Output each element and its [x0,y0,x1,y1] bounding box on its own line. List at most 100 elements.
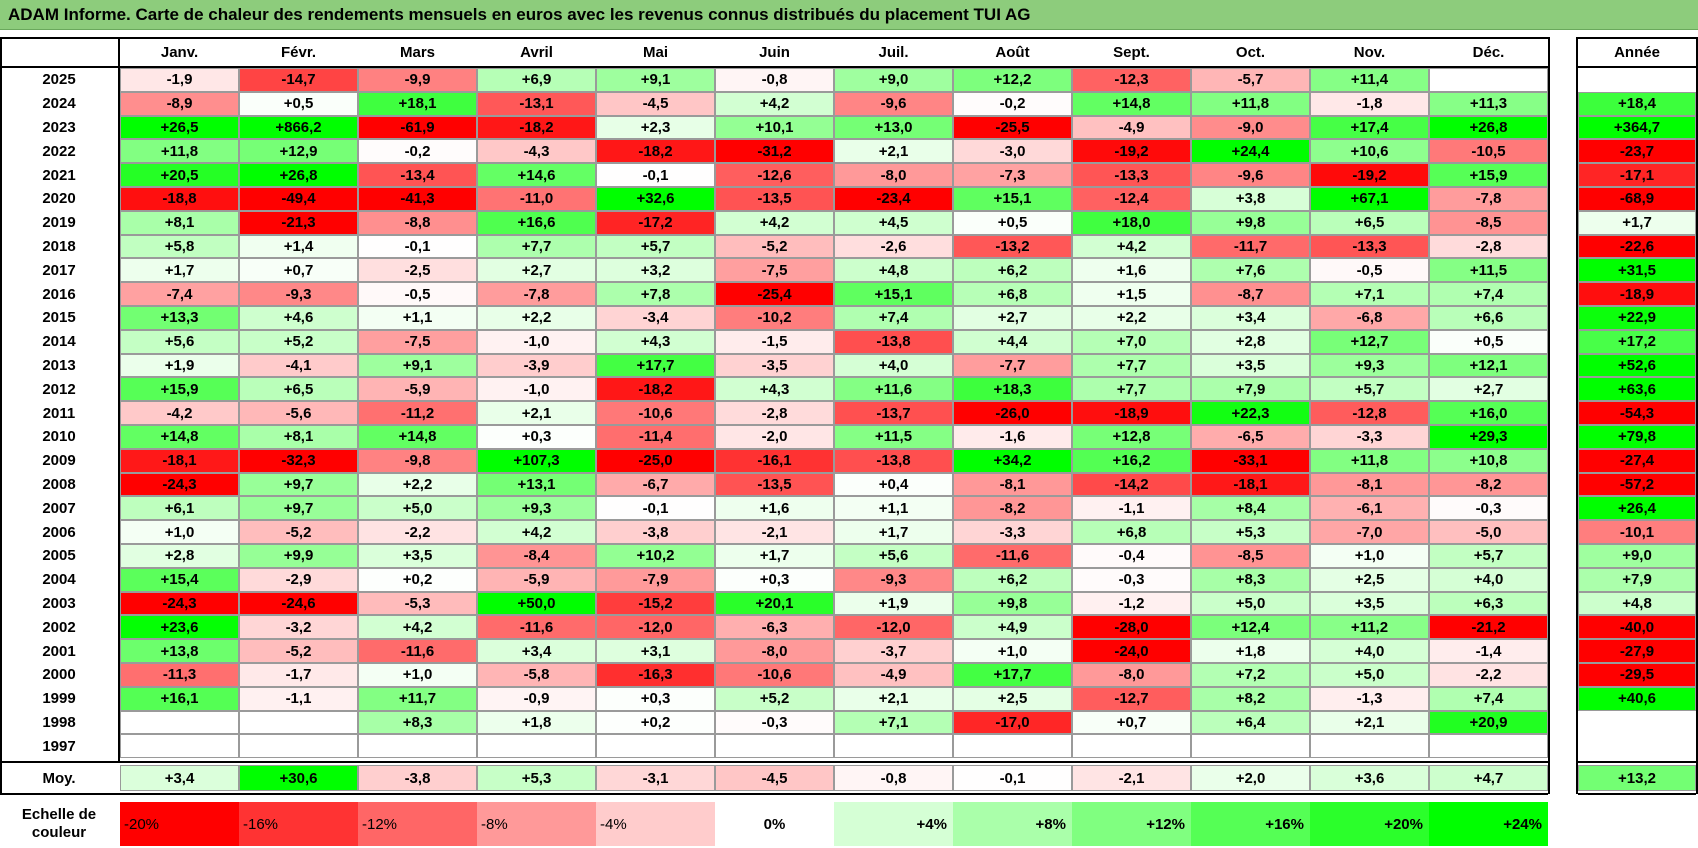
heatmap-cell: +0,3 [477,425,596,449]
heatmap-cell: -3,9 [477,353,596,378]
annual-cell [1578,734,1696,759]
heatmap-cell: -12,8 [1310,401,1429,425]
heatmap-cell: -1,7 [239,663,358,687]
header-top-rule [0,37,1548,39]
heatmap-cell: +7,2 [1191,663,1310,687]
heatmap-cell: +5,6 [834,544,953,568]
heatmap-cell: +2,3 [596,115,715,140]
heatmap-cell: -0,1 [358,234,477,259]
heatmap-cell: +7,1 [834,710,953,735]
heatmap-cell: +4,9 [953,615,1072,640]
heatmap-cell: +4,3 [596,329,715,354]
heatmap-cell: -3,8 [596,520,715,544]
heatmap-cell: +2,7 [1429,377,1548,402]
annual-cell: -23,7 [1578,139,1696,164]
heatmap-cell: -2,2 [1429,663,1548,687]
year-label: 2007 [42,499,76,517]
heatmap-cell: +2,2 [358,472,477,497]
heatmap-cell: -18,2 [596,139,715,164]
heatmap-cell: -11,2 [358,401,477,425]
heatmap-cell: +9,8 [1191,210,1310,235]
year-label: 2018 [42,237,76,255]
heatmap-cell: +24,4 [1191,139,1310,164]
heatmap-cell: -21,2 [1429,615,1548,640]
average-cell: -3,1 [596,765,715,791]
heatmap-cell [1191,734,1310,759]
heatmap-cell: +2,1 [477,401,596,425]
year-label: 2003 [42,594,76,612]
heatmap-cell: +3,5 [1310,591,1429,616]
heatmap-cell: -0,2 [953,91,1072,116]
heatmap-cell: +12,4 [1191,615,1310,640]
year-label: 2015 [42,309,76,327]
heatmap-cell: -5,9 [358,377,477,402]
heatmap-cell: -5,7 [1191,68,1310,92]
heatmap-cell: +11,8 [1310,448,1429,473]
heatmap-cell: +6,1 [120,496,239,521]
heatmap-cell: -12,6 [715,163,834,187]
chart-title: ADAM Informe. Carte de chaleur des rende… [8,5,1031,24]
heatmap-cell: -3,3 [953,520,1072,544]
heatmap-cell: -14,2 [1072,472,1191,497]
heatmap-cell: -11,3 [120,663,239,687]
heatmap-cell: -12,0 [834,615,953,640]
heatmap-cell: -4,1 [239,353,358,378]
heatmap-cell: +8,4 [1191,496,1310,521]
heatmap-cell: -25,0 [596,448,715,473]
annual-cell: +22,9 [1578,306,1696,330]
year-label: 2017 [42,261,76,279]
heatmap-cell: -8,5 [1429,210,1548,235]
heatmap-cell: -15,2 [596,591,715,616]
heatmap-cell: +11,8 [120,139,239,164]
month-header: Avril [520,43,553,61]
heatmap-cell: -9,3 [834,567,953,592]
average-cell: +5,3 [477,765,596,791]
heatmap-cell: +1,0 [1310,544,1429,568]
heatmap-cell: -7,8 [1429,187,1548,211]
average-cell: +30,6 [239,765,358,791]
heatmap-cell: -8,2 [953,496,1072,521]
year-label: 2025 [42,71,76,89]
color-scale-stop: +12% [1072,802,1191,846]
heatmap-cell: +4,2 [477,520,596,544]
heatmap-cell: +16,1 [120,686,239,711]
heatmap-cell: +3,5 [1191,353,1310,378]
month-header: Déc. [1472,43,1505,61]
heatmap-cell: -3,7 [834,639,953,663]
heatmap-cell: -4,5 [596,91,715,116]
heatmap-cell: -13,7 [834,401,953,425]
heatmap-cell: -24,0 [1072,639,1191,663]
heatmap-cell: +4,0 [1429,567,1548,592]
heatmap-cell: +5,8 [120,234,239,259]
heatmap-cell: -0,5 [1310,258,1429,283]
heatmap-cell: +11,4 [1310,68,1429,92]
heatmap-cell [834,734,953,759]
heatmap-cell: -33,1 [1191,448,1310,473]
heatmap-cell: -8,8 [358,210,477,235]
average-cell: -0,8 [834,765,953,791]
heatmap-cell: +1,8 [1191,639,1310,663]
heatmap-cell: +16,2 [1072,448,1191,473]
year-label: 2019 [42,214,76,232]
color-scale-stop: -12% [358,802,477,846]
heatmap-cell: +26,8 [1429,115,1548,140]
annual-cell: +18,4 [1578,91,1696,116]
heatmap-cell: -4,9 [834,663,953,687]
heatmap-cell: +26,8 [239,163,358,187]
heatmap-cell: -5,2 [239,520,358,544]
year-label: 2008 [42,475,76,493]
annual-cell: +26,4 [1578,496,1696,521]
month-header: Oct. [1235,43,1266,61]
year-label: 2005 [42,547,76,565]
annual-left-rule [1576,37,1578,794]
heatmap-cell: -6,3 [715,615,834,640]
heatmap-cell: +4,3 [715,377,834,402]
heatmap-cell: +11,2 [1310,615,1429,640]
heatmap-cell: -18,8 [120,187,239,211]
heatmap-cell: -10,2 [715,306,834,330]
heatmap-cell: +14,8 [120,425,239,449]
heatmap-cell: -7,0 [1310,520,1429,544]
month-header: Févr. [280,43,317,61]
annual-cell: -22,6 [1578,234,1696,259]
annual-header-bottom-rule [1578,66,1696,68]
